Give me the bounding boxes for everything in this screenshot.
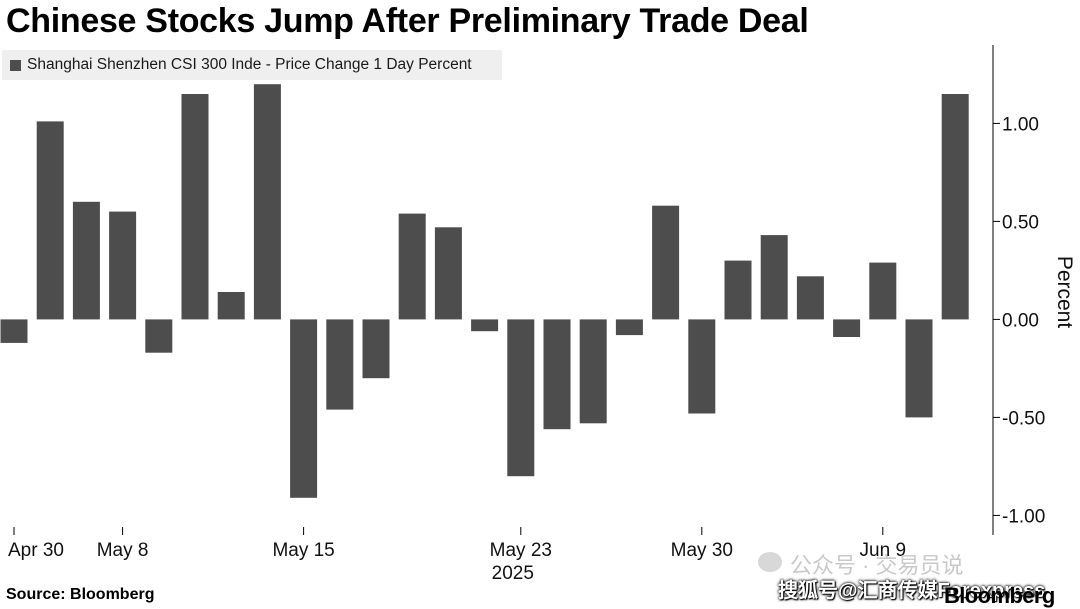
bar <box>833 319 861 337</box>
bar <box>217 292 245 320</box>
bar <box>109 211 137 320</box>
bar <box>905 319 933 418</box>
bar <box>290 319 318 498</box>
bar <box>652 205 680 320</box>
x-tick-label: Apr 30 <box>8 540 64 561</box>
y-tick-label: 0.00 <box>1002 310 1039 331</box>
bar <box>253 84 281 320</box>
bar <box>72 201 100 320</box>
legend-swatch <box>10 59 21 71</box>
caption-text: 搜狐号@汇商传媒Forexpress <box>778 580 1046 602</box>
x-tick-label: May 30 <box>671 540 733 561</box>
x-ticks-group: Apr 30 May 8 May 15 May 23 May 30 Jun 9 2025 <box>8 527 906 584</box>
y-tick-label: -1.00 <box>1002 506 1045 527</box>
y-ticks-group: 1.00 0.50 0.00 -0.50 -1.00 <box>993 114 1045 527</box>
bar <box>579 319 607 424</box>
y-tick-label: 0.50 <box>1002 212 1039 233</box>
source-note: Source: Bloomberg <box>6 586 155 603</box>
x-tick-label: May 15 <box>272 540 334 561</box>
bar <box>145 319 173 353</box>
bar <box>941 94 969 320</box>
bar <box>796 276 824 320</box>
bars-group <box>0 84 969 498</box>
bar <box>362 319 390 379</box>
watermark-text: 公众号 · 交易员说 <box>790 553 964 578</box>
bar <box>181 94 209 320</box>
bar <box>724 260 752 320</box>
bar <box>760 235 788 320</box>
bar <box>869 262 897 320</box>
bar <box>543 319 571 430</box>
bar <box>507 319 535 477</box>
x-year-label: 2025 <box>492 563 534 584</box>
bar <box>615 319 643 336</box>
wechat-icon <box>758 552 782 572</box>
y-axis-title: Percent <box>1053 256 1076 329</box>
bar <box>326 319 354 410</box>
x-tick-label: May 23 <box>490 540 552 561</box>
bar <box>471 319 499 332</box>
x-tick-label: May 8 <box>97 540 149 561</box>
bloomberg-logo: Bloomberg <box>944 583 1055 608</box>
chart-legend: Shanghai Shenzhen CSI 300 Inde - Price C… <box>2 50 502 80</box>
chart-title: Chinese Stocks Jump After Preliminary Tr… <box>6 2 809 40</box>
legend-label: Shanghai Shenzhen CSI 300 Inde - Price C… <box>27 56 472 73</box>
y-tick-label: -0.50 <box>1002 408 1045 429</box>
bar <box>398 213 426 320</box>
bar <box>0 319 28 343</box>
bar <box>36 121 64 320</box>
bar <box>434 227 462 320</box>
x-tick-label: Jun 9 <box>860 540 906 561</box>
bar <box>688 319 716 414</box>
y-tick-label: 1.00 <box>1002 114 1039 135</box>
